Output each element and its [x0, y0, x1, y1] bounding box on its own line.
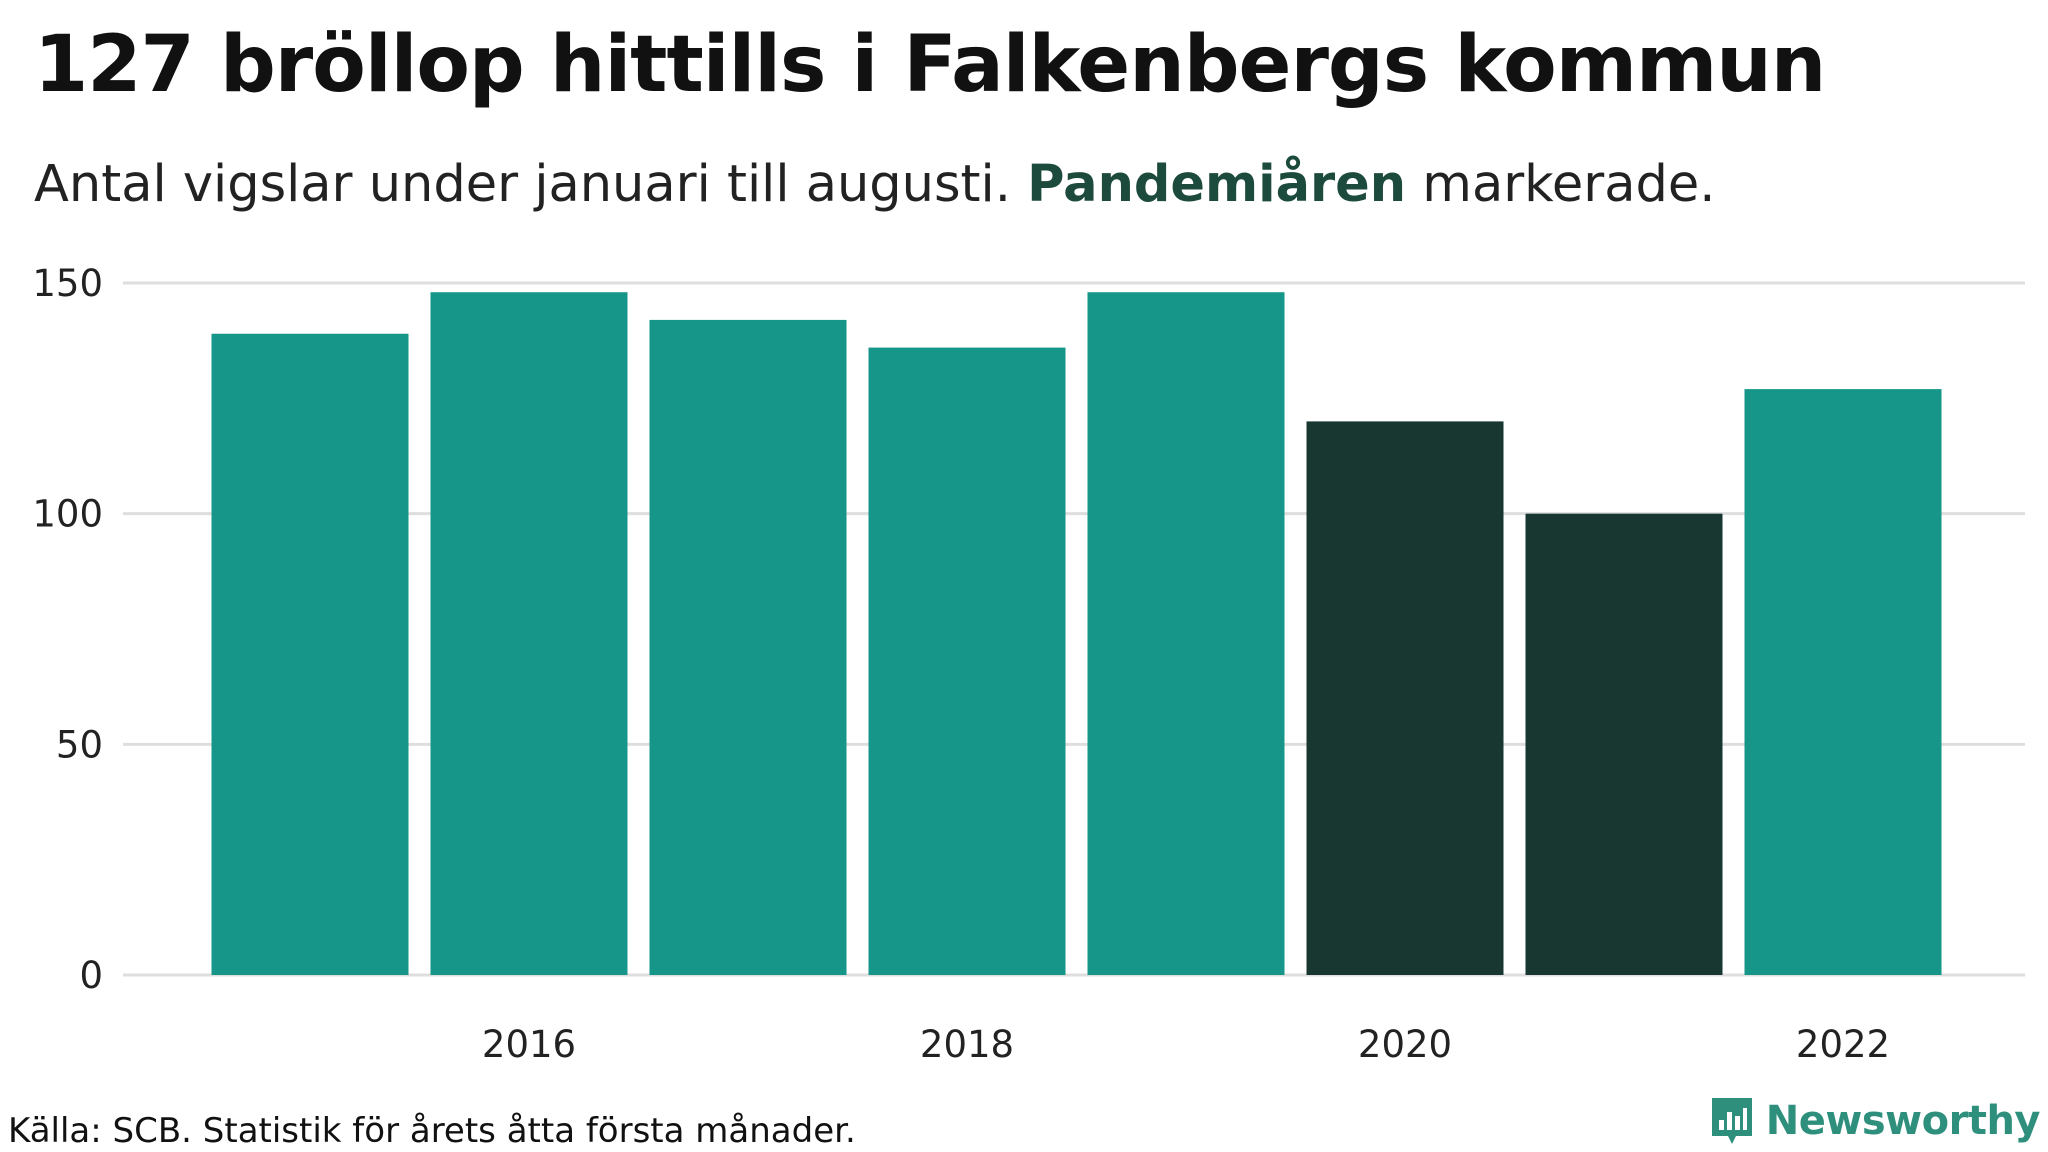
y-tick-label: 50: [56, 723, 103, 766]
subtitle-text: Antal vigslar under januari till augusti…: [34, 155, 1011, 214]
bar-2019: [1087, 292, 1285, 975]
y-tick-label: 150: [32, 262, 103, 305]
bar-2022: [1744, 389, 1942, 975]
subtitle-suffix: markerade.: [1422, 155, 1716, 214]
subtitle-highlight: Pandemiåren: [1027, 155, 1407, 214]
bar-2020: [1306, 421, 1504, 975]
source-note: Källa: SCB. Statistik för årets åtta för…: [8, 1111, 856, 1151]
bar-2016: [430, 292, 628, 975]
x-tick-label: 2018: [920, 1023, 1014, 1066]
chart-title: 127 bröllop hittills i Falkenbergs kommu…: [34, 20, 1826, 110]
x-tick-label: 2016: [482, 1023, 576, 1066]
y-tick-label: 0: [79, 954, 103, 997]
x-tick-label: 2020: [1358, 1023, 1452, 1066]
x-axis-labels: 2016 2018 2020 2022: [482, 1023, 1890, 1066]
x-tick-label: 2022: [1796, 1023, 1890, 1066]
bars: [211, 292, 1942, 975]
bar-chart-speech-icon: [1711, 1098, 1752, 1144]
bar-2017: [649, 319, 847, 975]
y-tick-label: 100: [32, 493, 103, 536]
brand-name: Newsworthy: [1765, 1098, 2041, 1144]
brand-logo: Newsworthy: [1710, 1096, 2041, 1146]
bar-2015: [211, 333, 409, 975]
y-axis-labels: 0 50 100 150: [32, 262, 103, 997]
chart-subtitle: Antal vigslar under januari till augusti…: [34, 155, 1715, 214]
bar-2018: [868, 347, 1066, 975]
bar-2021: [1525, 513, 1723, 975]
